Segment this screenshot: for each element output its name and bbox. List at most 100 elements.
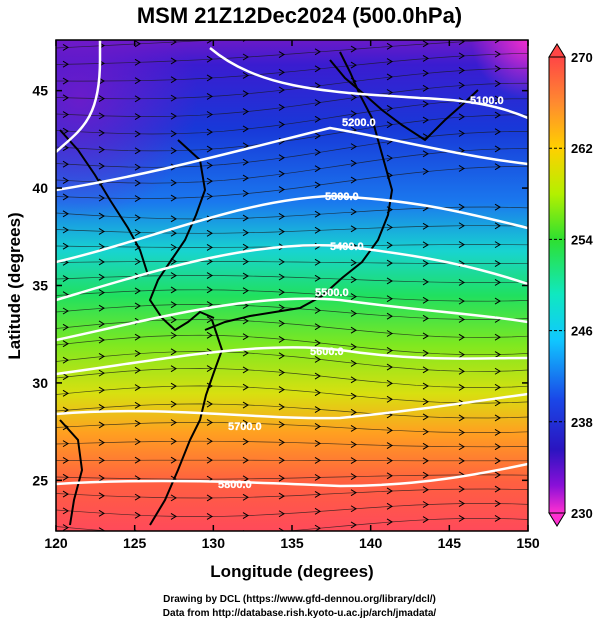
wind-arrowhead [62,60,69,68]
y-axis-label: Latitude (degrees) [5,212,24,359]
x-axis-label: Longitude (degrees) [210,562,373,581]
wind-arrowhead [98,212,105,220]
wind-arrowhead [314,339,321,347]
wind-arrowhead [386,295,393,303]
wind-arrowhead [278,154,285,162]
wind-arrowhead [170,382,177,390]
wind-arrowhead [242,419,249,427]
wind-arrowhead [170,194,177,202]
wind-arrowhead [494,333,501,341]
wind-arrowhead [98,421,105,429]
wind-arrowhead [422,366,429,374]
wind-arrowhead [206,111,213,118]
wind-arrowhead [314,372,321,380]
y-tick-label: 30 [32,375,48,391]
wind-arrowhead [170,215,177,223]
wind-arrowhead [386,502,393,510]
contour-labels: 5100.0 5200.0 5300.0 5400.0 5500.0 5600.… [218,95,504,491]
wind-arrowhead [206,192,213,200]
wind-arrowhead [386,487,393,495]
wind-arrowhead [98,112,105,120]
wind-arrowhead [98,289,105,297]
wind-arrowhead [494,515,501,522]
wind-arrowhead [314,115,321,123]
wind-arrowhead [134,195,141,202]
wind-arrowhead [350,176,357,184]
wind-arrowhead [206,316,213,324]
wind-arrowhead [98,403,105,411]
wind-arrowhead [242,333,249,341]
drawing-credit: Drawing by DCL (https://www.gfd-dennou.o… [163,594,436,605]
wind-arrowhead [350,457,357,464]
wind-arrowhead [278,386,285,394]
wind-arrowhead [422,278,429,286]
wind-arrowhead [98,77,105,85]
wind-arrowhead [350,159,357,167]
wind-arrowhead [422,314,429,322]
wind-arrowhead [314,389,321,397]
wind-arrowhead [350,326,357,334]
wind-arrowhead [422,241,429,249]
wind-arrowhead [458,203,465,211]
wind-arrowhead [206,272,213,279]
wind-arrowhead [62,77,69,85]
wind-arrowhead [314,210,321,218]
wind-arrowhead [458,222,465,230]
wind-arrowhead [98,243,105,251]
wind-arrowhead [278,527,285,531]
colorbar-tick-label: 270 [571,50,593,65]
wind-arrowhead [494,50,501,58]
wind-arrowhead [422,332,429,340]
wind-arrowhead [458,333,465,341]
wind-arrowhead [170,243,177,251]
wind-arrowhead [98,439,105,447]
wind-arrowhead [134,401,141,409]
wind-arrowhead [387,28,392,34]
wind-arrowhead [314,48,321,56]
wind-arrowhead [314,491,321,498]
wind-arrowhead [98,492,105,500]
wind-arrowhead [314,132,321,140]
wind-arrowhead [494,241,501,249]
wind-arrowhead [350,392,357,400]
wind-arrowhead [98,258,105,266]
wind-arrowhead [458,443,465,451]
wind-arrowhead [206,456,213,464]
wind-arrowhead [206,229,213,237]
wind-arrowhead [314,524,321,531]
wind-arrowhead [278,170,285,178]
wind-arrowhead [278,212,285,220]
wind-arrowhead [494,500,501,508]
wind-arrowhead [170,316,177,324]
wind-arrowhead [422,84,429,92]
wind-arrowhead [278,258,285,266]
wind-arrowhead [458,165,465,172]
y-tick-label: 40 [32,180,48,196]
x-tick-label: 150 [516,535,540,551]
wind-arrowhead [170,437,177,445]
wind-arrowhead [458,485,465,493]
wind-arrowhead [422,413,429,421]
contour-label: 5100.0 [470,95,504,107]
wind-arrowhead [170,512,177,520]
wind-arrowhead [62,94,69,102]
wind-arrowhead [494,222,501,230]
wind-arrowhead [242,349,249,357]
wind-arrowhead [494,297,501,305]
wind-arrowhead [278,510,285,518]
wind-arrowhead [458,414,465,422]
wind-arrowhead [278,474,285,482]
wind-arrowhead [278,228,285,236]
wind-arrowhead [170,76,177,84]
wind-arrowhead [386,347,393,354]
wind-arrowhead [386,73,393,81]
wind-arrowhead [386,457,393,465]
wind-arrowhead [62,242,69,250]
wind-arrowhead [350,93,357,101]
wind-arrowhead [62,160,69,168]
wind-arrowhead [422,222,429,230]
wind-arrowhead [62,524,69,531]
wind-arrowhead [314,274,321,282]
wind-arrowhead [134,163,141,171]
